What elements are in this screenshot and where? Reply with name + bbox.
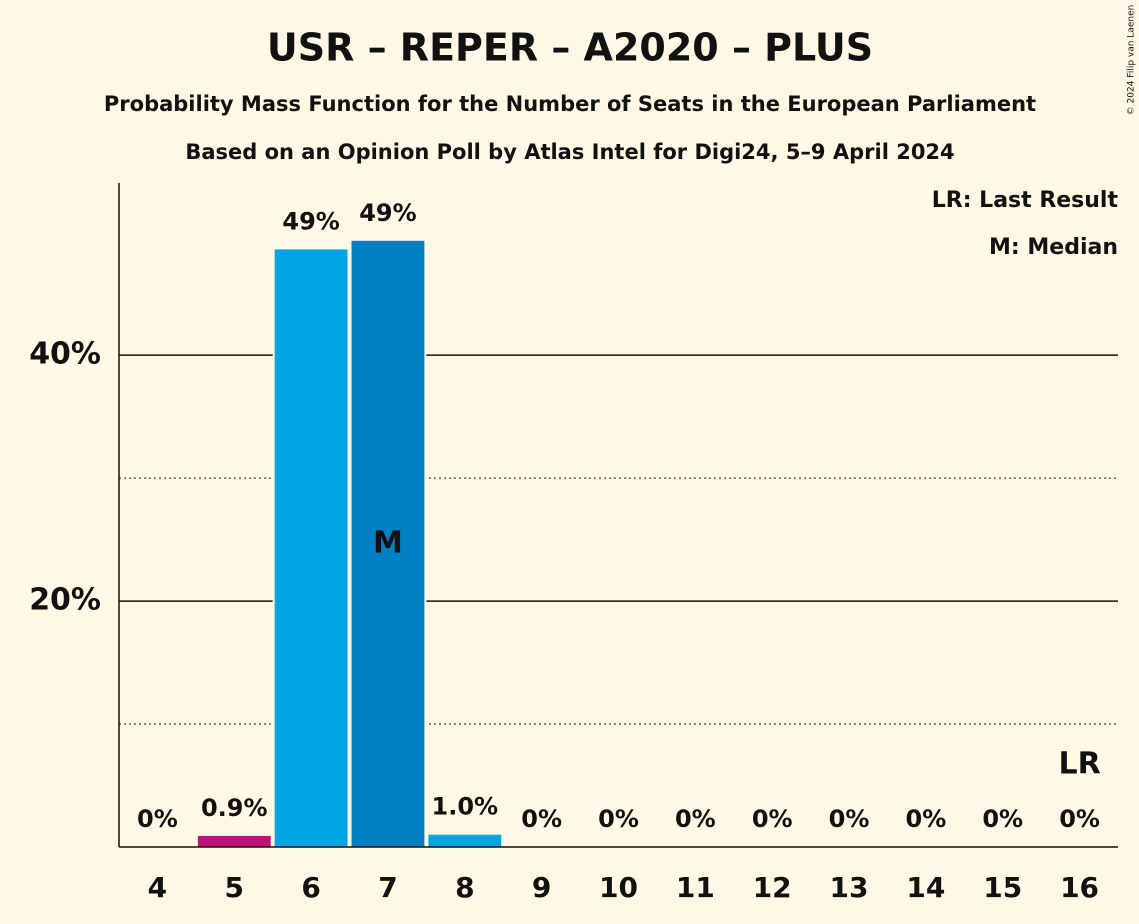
x-tick-label: 13 — [830, 871, 869, 904]
value-label: 0.9% — [201, 794, 268, 822]
x-tick-label: 9 — [532, 871, 551, 904]
legend-entry: LR: Last Result — [932, 188, 1119, 213]
value-label: 0% — [982, 805, 1023, 833]
x-tick-label: 5 — [225, 871, 244, 904]
x-tick-label: 16 — [1060, 871, 1099, 904]
x-tick-label: 11 — [676, 871, 715, 904]
copyright: © 2024 Filip van Laenen — [1127, 5, 1137, 116]
chart-subtitle: Probability Mass Function for the Number… — [104, 92, 1036, 116]
x-tick-label: 14 — [906, 871, 945, 904]
value-label: 0% — [137, 805, 178, 833]
x-tick-label: 6 — [301, 871, 320, 904]
value-label: 0% — [675, 805, 716, 833]
value-label: 0% — [829, 805, 870, 833]
bar — [428, 834, 502, 847]
value-label: 0% — [1059, 805, 1100, 833]
value-label: 1.0% — [432, 793, 499, 821]
x-tick-label: 8 — [455, 871, 474, 904]
annotation: LR — [1058, 747, 1100, 782]
x-tick-label: 4 — [148, 871, 167, 904]
chart-source: Based on an Opinion Poll by Atlas Intel … — [185, 140, 954, 164]
bar — [274, 249, 348, 847]
y-tick-label: 40% — [29, 337, 101, 372]
chart-title: USR – REPER – A2020 – PLUS — [267, 26, 873, 70]
value-label: 49% — [282, 207, 339, 235]
x-tick-label: 7 — [378, 871, 397, 904]
x-tick-label: 15 — [983, 871, 1022, 904]
bar — [197, 835, 271, 847]
annotation: M — [373, 525, 403, 560]
value-label: 0% — [752, 805, 793, 833]
x-tick-label: 10 — [599, 871, 638, 904]
legend-entry: M: Median — [989, 235, 1118, 260]
x-tick-label: 12 — [753, 871, 792, 904]
value-label: 0% — [598, 805, 639, 833]
value-label: 49% — [359, 199, 416, 227]
y-tick-label: 20% — [29, 583, 101, 618]
bar — [351, 240, 425, 847]
value-label: 0% — [906, 805, 947, 833]
value-label: 0% — [521, 805, 562, 833]
